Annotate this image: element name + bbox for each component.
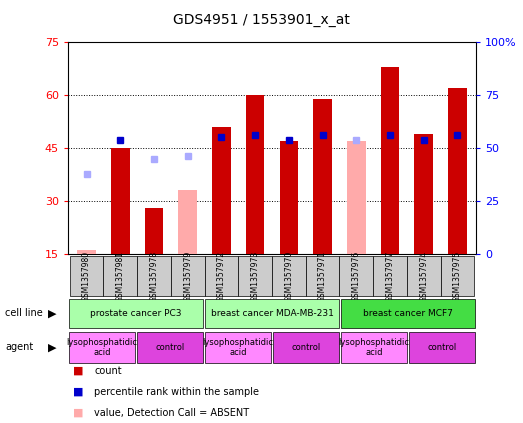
Bar	[238, 256, 272, 296]
Text: prostate cancer PC3: prostate cancer PC3	[90, 309, 181, 318]
Text: count: count	[94, 365, 122, 376]
Bar	[77, 250, 96, 254]
Text: GSM1357973: GSM1357973	[251, 250, 259, 302]
Bar	[339, 256, 373, 296]
Text: GSM1357978: GSM1357978	[150, 250, 158, 302]
Bar	[70, 256, 104, 296]
Bar	[77, 250, 96, 254]
Text: GSM1357972: GSM1357972	[217, 250, 226, 302]
Bar	[137, 332, 203, 363]
Text: ■: ■	[73, 408, 84, 418]
Text: control: control	[155, 343, 185, 352]
Bar	[409, 332, 475, 363]
Bar	[313, 99, 332, 254]
Text: GSM1357974: GSM1357974	[419, 250, 428, 302]
Text: GSM1357975: GSM1357975	[453, 250, 462, 302]
Bar	[440, 256, 474, 296]
Text: GSM1357981: GSM1357981	[116, 250, 125, 302]
Bar	[137, 256, 171, 296]
Bar	[204, 256, 238, 296]
Bar	[414, 134, 433, 254]
Bar	[104, 256, 137, 296]
Bar	[448, 88, 467, 254]
Bar	[178, 190, 197, 254]
Bar	[273, 332, 339, 363]
Text: lysophosphatidic
acid: lysophosphatidic acid	[202, 338, 274, 357]
Text: control: control	[427, 343, 457, 352]
Bar	[69, 332, 135, 363]
Bar	[280, 141, 298, 254]
Bar	[341, 332, 407, 363]
Text: lysophosphatidic
acid: lysophosphatidic acid	[338, 338, 410, 357]
Bar	[347, 141, 366, 254]
Text: GSM1357970: GSM1357970	[285, 250, 293, 302]
Text: ■: ■	[73, 365, 84, 376]
Text: GSM1357971: GSM1357971	[318, 250, 327, 302]
Text: breast cancer MCF7: breast cancer MCF7	[363, 309, 453, 318]
Text: ■: ■	[73, 387, 84, 397]
Bar	[407, 256, 440, 296]
Bar	[212, 127, 231, 254]
Text: ▶: ▶	[48, 308, 56, 318]
Bar	[272, 256, 305, 296]
Bar	[111, 148, 130, 254]
Bar	[205, 332, 271, 363]
Text: cell line: cell line	[5, 308, 43, 318]
Text: lysophosphatidic
acid: lysophosphatidic acid	[66, 338, 138, 357]
Text: agent: agent	[5, 342, 33, 352]
Bar	[305, 256, 339, 296]
Bar	[341, 299, 475, 327]
Bar	[145, 208, 163, 254]
Text: control: control	[291, 343, 321, 352]
Bar	[381, 67, 399, 254]
Bar	[69, 299, 203, 327]
Bar	[171, 256, 204, 296]
Text: GSM1357979: GSM1357979	[183, 250, 192, 302]
Text: ▶: ▶	[48, 342, 56, 352]
Bar	[246, 95, 264, 254]
Bar	[373, 256, 407, 296]
Text: GSM1357977: GSM1357977	[385, 250, 394, 302]
Text: percentile rank within the sample: percentile rank within the sample	[94, 387, 259, 397]
Bar	[205, 299, 339, 327]
Text: GSM1357980: GSM1357980	[82, 250, 91, 302]
Text: breast cancer MDA-MB-231: breast cancer MDA-MB-231	[211, 309, 333, 318]
Text: GSM1357976: GSM1357976	[352, 250, 361, 302]
Text: value, Detection Call = ABSENT: value, Detection Call = ABSENT	[94, 408, 249, 418]
Text: GDS4951 / 1553901_x_at: GDS4951 / 1553901_x_at	[173, 13, 350, 27]
